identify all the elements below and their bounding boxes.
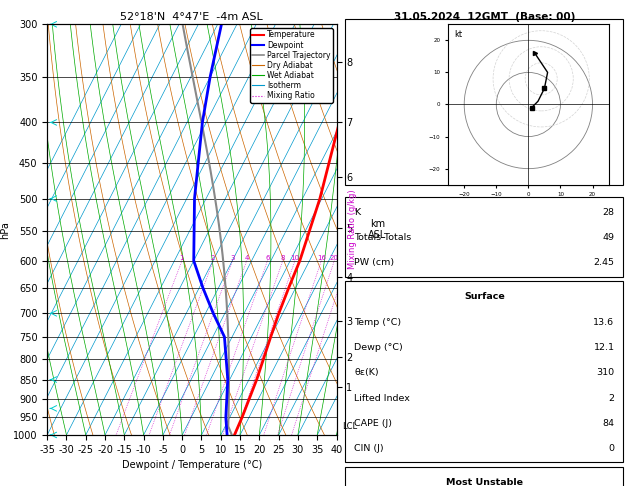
Y-axis label: km
ASL: km ASL: [369, 219, 387, 241]
Text: 12.1: 12.1: [594, 343, 615, 352]
Legend: Temperature, Dewpoint, Parcel Trajectory, Dry Adiabat, Wet Adiabat, Isotherm, Mi: Temperature, Dewpoint, Parcel Trajectory…: [250, 28, 333, 103]
Text: 6: 6: [265, 255, 270, 260]
Title: 52°18'N  4°47'E  -4m ASL: 52°18'N 4°47'E -4m ASL: [121, 12, 263, 22]
Text: CIN (J): CIN (J): [354, 444, 384, 453]
Text: 2.45: 2.45: [594, 259, 615, 267]
Text: 31.05.2024  12GMT  (Base: 00): 31.05.2024 12GMT (Base: 00): [394, 12, 575, 22]
Text: 84: 84: [603, 419, 615, 428]
Y-axis label: hPa: hPa: [0, 221, 10, 239]
Text: 20: 20: [330, 255, 339, 260]
Text: 8: 8: [281, 255, 285, 260]
Text: Mixing Ratio (g/kg): Mixing Ratio (g/kg): [348, 190, 357, 269]
Text: Lifted Index: Lifted Index: [354, 394, 410, 402]
Text: PW (cm): PW (cm): [354, 259, 394, 267]
Text: 28: 28: [603, 208, 615, 217]
Text: 310: 310: [596, 368, 615, 377]
Text: 2: 2: [608, 394, 615, 402]
Text: 1: 1: [180, 255, 184, 260]
Bar: [345, 467, 623, 486]
Text: 16: 16: [317, 255, 326, 260]
Bar: [345, 197, 623, 277]
Text: 2: 2: [211, 255, 215, 260]
Text: Temp (°C): Temp (°C): [354, 318, 401, 327]
Text: 49: 49: [603, 233, 615, 242]
Text: 4: 4: [245, 255, 249, 260]
Bar: [345, 19, 623, 185]
Text: 3: 3: [230, 255, 235, 260]
X-axis label: Dewpoint / Temperature (°C): Dewpoint / Temperature (°C): [122, 460, 262, 470]
Text: kt: kt: [455, 30, 463, 39]
Text: CAPE (J): CAPE (J): [354, 419, 392, 428]
Text: Surface: Surface: [464, 293, 504, 301]
Text: Dewp (°C): Dewp (°C): [354, 343, 403, 352]
Text: 0: 0: [608, 444, 615, 453]
Text: K: K: [354, 208, 360, 217]
Text: θε(K): θε(K): [354, 368, 379, 377]
Text: Totals Totals: Totals Totals: [354, 233, 411, 242]
Text: 13.6: 13.6: [593, 318, 615, 327]
Text: Most Unstable: Most Unstable: [446, 478, 523, 486]
Text: 10: 10: [291, 255, 299, 260]
Text: LCL: LCL: [342, 422, 357, 431]
Bar: [345, 281, 623, 462]
